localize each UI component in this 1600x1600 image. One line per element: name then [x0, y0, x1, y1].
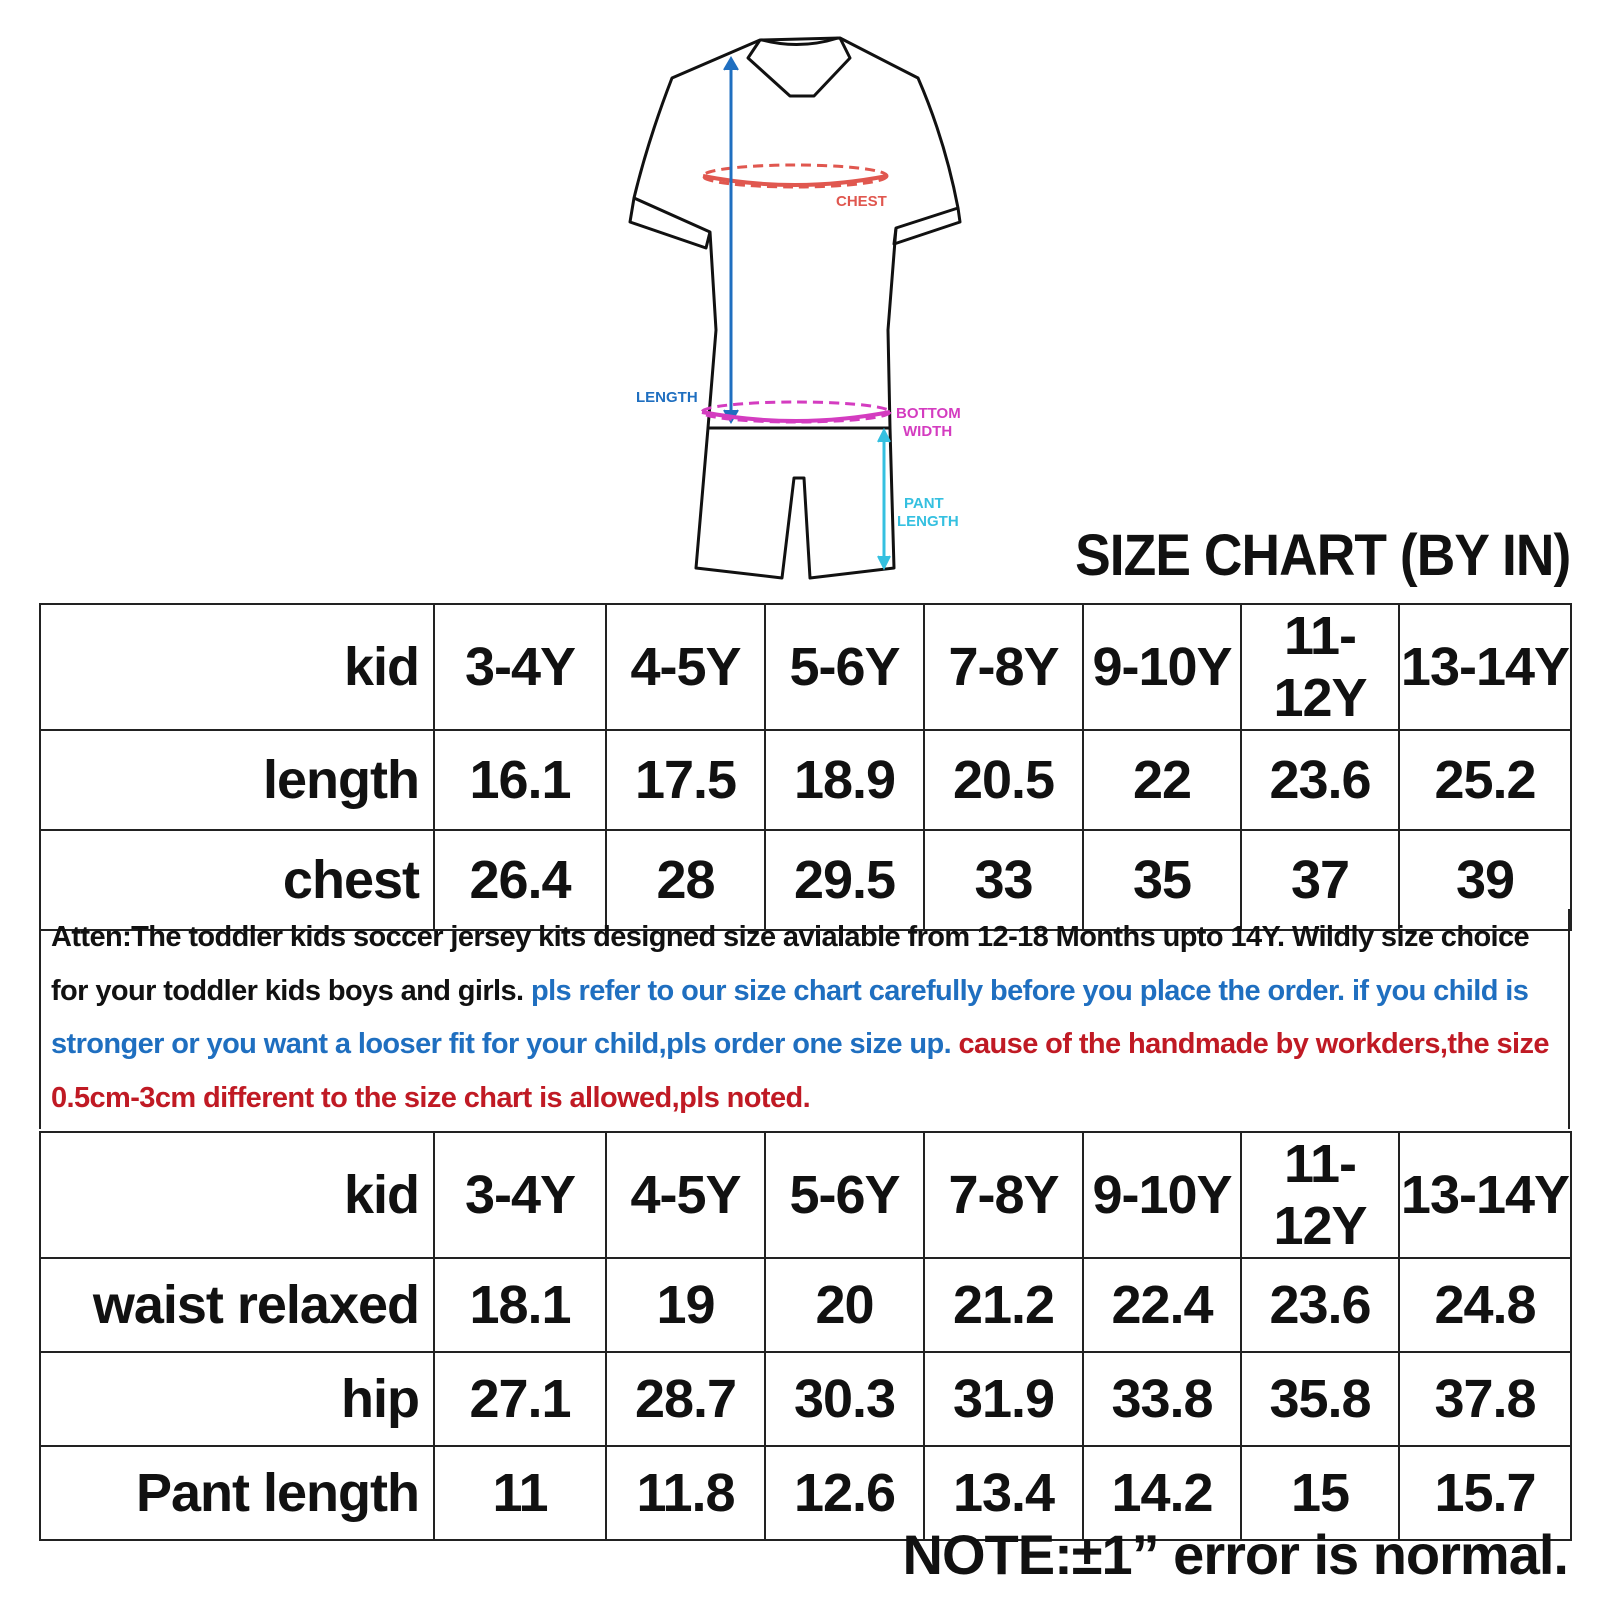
row-label: length [39, 729, 435, 831]
table-cell: 33 [923, 829, 1084, 931]
header-cell: 3-4Y [433, 1131, 607, 1259]
table-cell: 25.2 [1398, 729, 1572, 831]
row-label: Pant length [39, 1445, 435, 1541]
header-cell: 4-5Y [605, 1131, 766, 1259]
table-cell: 24.8 [1398, 1257, 1572, 1353]
table-cell: 15.7 [1398, 1445, 1572, 1541]
table-row: chest 26.4 28 29.5 33 35 37 39 [39, 829, 1572, 931]
header-cell: 11-12Y [1240, 603, 1400, 731]
length-label: LENGTH [636, 389, 698, 406]
table-cell: 22.4 [1082, 1257, 1242, 1353]
table-cell: 31.9 [923, 1351, 1084, 1447]
header-cell: 9-10Y [1082, 603, 1242, 731]
table-cell: 19 [605, 1257, 766, 1353]
error-note: NOTE:±1” error is normal. [902, 1523, 1569, 1586]
table-cell: 14.2 [1082, 1445, 1242, 1541]
table-cell: 28.7 [605, 1351, 766, 1447]
table-row: length 16.1 17.5 18.9 20.5 22 23.6 25.2 [39, 729, 1572, 831]
table-header-row: kid 3-4Y 4-5Y 5-6Y 7-8Y 9-10Y 11-12Y 13-… [39, 1131, 1572, 1259]
table-cell: 37.8 [1398, 1351, 1572, 1447]
bottom-width-label-1: BOTTOM [896, 405, 961, 422]
table-cell: 18.1 [433, 1257, 607, 1353]
note-red-text: cause of the handmade by workders,the si… [51, 1028, 1550, 1114]
note-blue-text: pls refer to our size chart carefully be… [51, 974, 1529, 1061]
note-black-text: Atten:The toddler kids soccer jersey kit… [51, 921, 1530, 1007]
table-cell: 16.1 [433, 729, 607, 831]
table-cell: 33.8 [1082, 1351, 1242, 1447]
table-row: waist relaxed 18.1 19 20 21.2 22.4 23.6 … [39, 1257, 1572, 1353]
table-header-row: kid 3-4Y 4-5Y 5-6Y 7-8Y 9-10Y 11-12Y 13-… [39, 603, 1572, 731]
bottom-size-table: kid 3-4Y 4-5Y 5-6Y 7-8Y 9-10Y 11-12Y 13-… [39, 1131, 1572, 1541]
bottom-width-label-2: WIDTH [903, 423, 952, 440]
table-cell: 37 [1240, 829, 1400, 931]
header-cell: 4-5Y [605, 603, 766, 731]
chart-title: SIZE CHART (BY IN) [1074, 523, 1571, 588]
pant-length-label-1: PANT [904, 495, 944, 512]
header-cell: 9-10Y [1082, 1131, 1242, 1259]
header-cell: 7-8Y [923, 1131, 1084, 1259]
table-cell: 35 [1082, 829, 1242, 931]
header-cell: kid [39, 603, 435, 731]
table-cell: 15 [1240, 1445, 1400, 1541]
row-label: waist relaxed [39, 1257, 435, 1353]
header-cell: 3-4Y [433, 603, 607, 731]
shorts-outline [694, 427, 896, 580]
header-cell: 7-8Y [923, 603, 1084, 731]
header-cell: 5-6Y [764, 603, 925, 731]
table-cell: 17.5 [605, 729, 766, 831]
table-cell: 11 [433, 1445, 607, 1541]
table-cell: 21.2 [923, 1257, 1084, 1353]
left-sleeve-cuff [628, 197, 712, 250]
attention-note: Atten:The toddler kids soccer jersey kit… [39, 909, 1570, 1129]
table-cell: 22 [1082, 729, 1242, 831]
table-row: Pant length 11 11.8 12.6 13.4 14.2 15 15… [39, 1445, 1572, 1541]
table-cell: 23.6 [1240, 1257, 1400, 1353]
collar [746, 36, 852, 98]
table-cell: 20.5 [923, 729, 1084, 831]
table-cell: 30.3 [764, 1351, 925, 1447]
table-cell: 27.1 [433, 1351, 607, 1447]
table-cell: 13.4 [923, 1445, 1084, 1541]
table-cell: 29.5 [764, 829, 925, 931]
table-cell: 39 [1398, 829, 1572, 931]
table-cell: 11.8 [605, 1445, 766, 1541]
header-cell: 13-14Y [1398, 603, 1572, 731]
jersey-diagram: CHEST LENGTH BOTTOM WIDTH PANT LENGTH [628, 36, 962, 580]
row-label: hip [39, 1351, 435, 1447]
table-cell: 23.6 [1240, 729, 1400, 831]
table-cell: 12.6 [764, 1445, 925, 1541]
chest-label: CHEST [836, 193, 887, 210]
top-size-table: kid 3-4Y 4-5Y 5-6Y 7-8Y 9-10Y 11-12Y 13-… [39, 603, 1572, 931]
table-cell: 18.9 [764, 729, 925, 831]
header-cell: 5-6Y [764, 1131, 925, 1259]
table-cell: 26.4 [433, 829, 607, 931]
header-cell: 11-12Y [1240, 1131, 1400, 1259]
pant-length-label-2: LENGTH [897, 513, 959, 530]
header-cell: 13-14Y [1398, 1131, 1572, 1259]
table-cell: 35.8 [1240, 1351, 1400, 1447]
table-row: hip 27.1 28.7 30.3 31.9 33.8 35.8 37.8 [39, 1351, 1572, 1447]
table-cell: 20 [764, 1257, 925, 1353]
row-label: chest [39, 829, 435, 931]
header-cell: kid [39, 1131, 435, 1259]
right-sleeve-cuff [892, 207, 962, 246]
table-cell: 28 [605, 829, 766, 931]
